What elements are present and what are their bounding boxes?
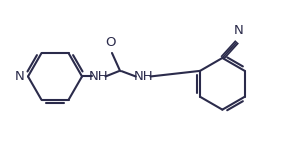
Text: NH: NH	[88, 70, 108, 83]
Text: N: N	[234, 24, 243, 37]
Text: O: O	[105, 36, 116, 50]
Text: NH: NH	[133, 70, 153, 83]
Text: N: N	[15, 70, 24, 83]
